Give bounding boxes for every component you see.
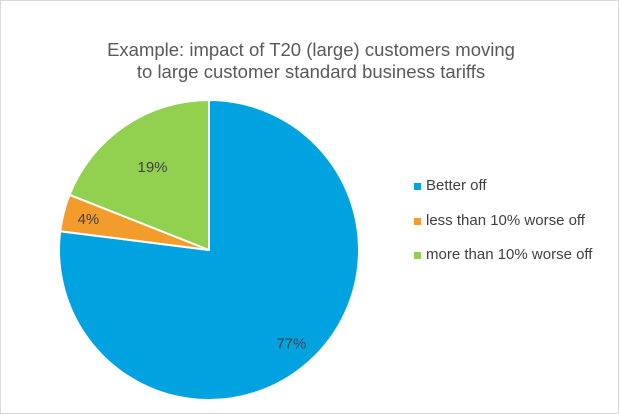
data-label-better-off: 77% <box>276 335 306 352</box>
pie-slice-more-than-10-worse-off <box>68 99 210 251</box>
legend-item-more-than-10-worse-off: more than 10% worse off <box>414 246 619 264</box>
legend-swatch-less-than-10-worse-off <box>414 218 421 225</box>
pie-slice-better-off <box>58 99 360 401</box>
chart-title-line-1: Example: impact of T20 (large) customers… <box>107 39 515 60</box>
chart-title-line-2: to large customer standard business tari… <box>136 61 486 82</box>
legend-item-better-off: Better off <box>414 177 619 195</box>
legend-swatch-better-off <box>414 183 421 190</box>
legend-label-better-off: Better off <box>426 177 487 194</box>
data-label-less-than-10-worse-off: 4% <box>78 211 100 228</box>
data-label-more-than-10-worse-off: 19% <box>137 159 167 176</box>
legend-swatch-more-than-10-worse-off <box>414 252 421 259</box>
legend-item-less-than-10-worse-off: less than 10% worse off <box>414 212 619 230</box>
legend-label-more-than-10-worse-off: more than 10% worse off <box>426 246 593 263</box>
legend: Better off less than 10% worse off more … <box>414 177 619 264</box>
legend-label-less-than-10-worse-off: less than 10% worse off <box>426 212 585 229</box>
